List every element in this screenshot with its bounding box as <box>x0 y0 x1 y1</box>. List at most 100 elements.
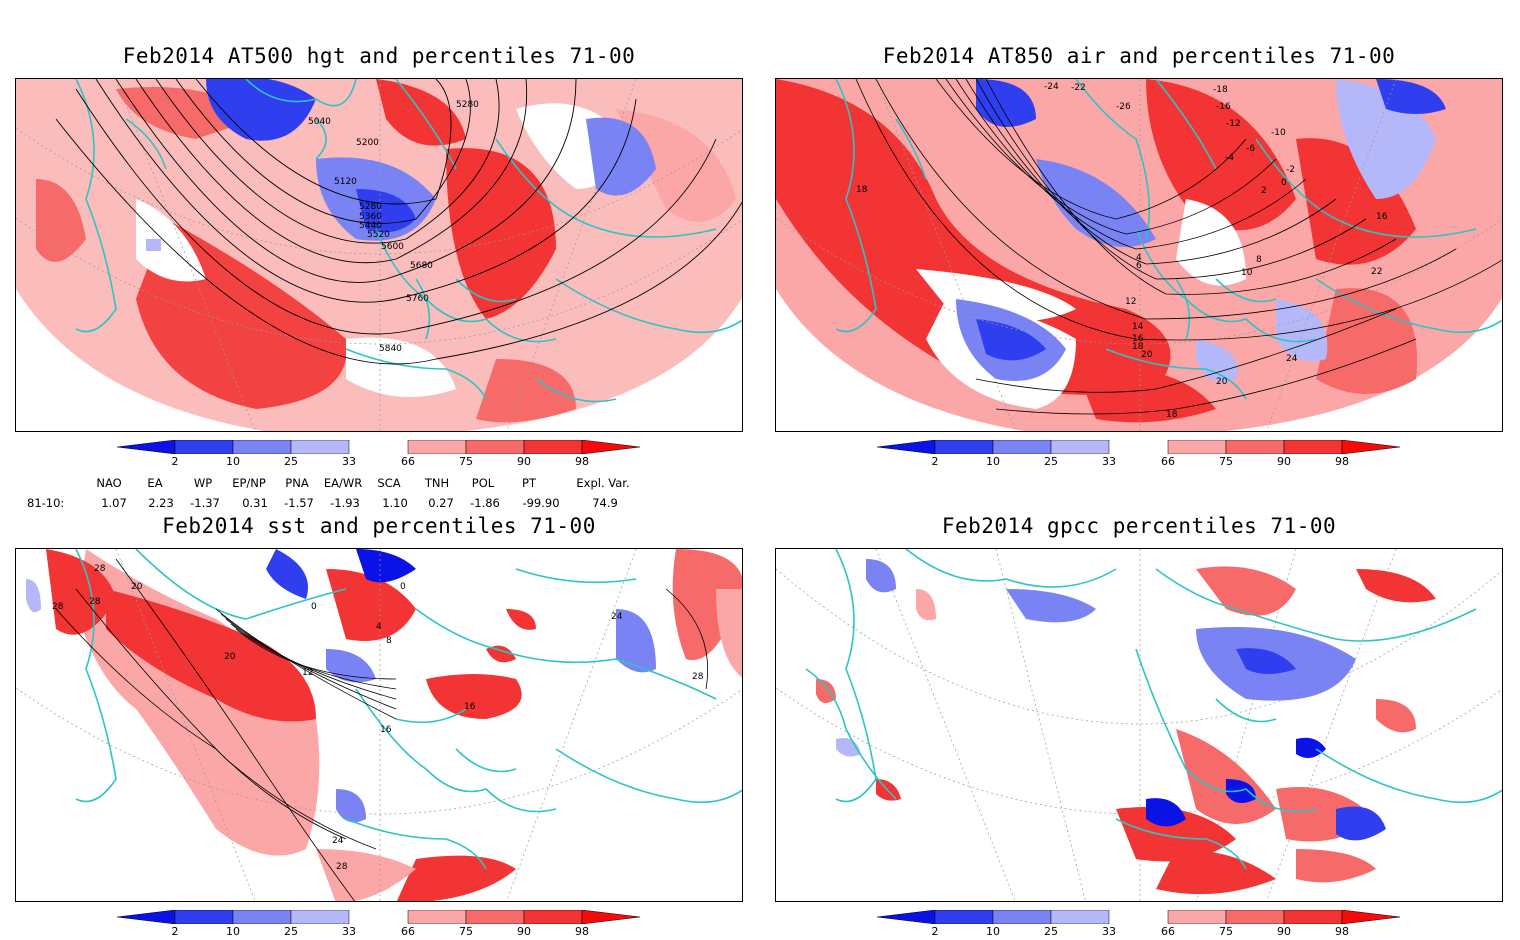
anomaly-blue <box>146 239 161 251</box>
index-name: EA/WR <box>323 476 363 490</box>
contour-label: -6 <box>1246 144 1255 154</box>
anomaly-red <box>1196 566 1296 616</box>
colorbar-tick: 90 <box>517 455 531 468</box>
colorbar-4: 2 10 25 33 66 75 90 98 <box>877 910 1417 940</box>
anomaly-blue <box>326 649 376 683</box>
contour-label: -18 <box>1213 85 1228 95</box>
sst-contours <box>55 558 709 901</box>
contour-label: 5120 <box>334 177 357 187</box>
contour-label: -12 <box>1226 119 1241 129</box>
anomaly-blue <box>1296 737 1326 758</box>
contour-label: 5040 <box>308 117 331 127</box>
index-value: 1.10 <box>382 496 408 510</box>
panel-2-title: Feb2014 AT850 air and percentiles 71-00 <box>882 44 1396 68</box>
contour-label: 5760 <box>406 294 429 304</box>
colorbar-tick: 2 <box>931 455 939 468</box>
colorbar-graphic <box>117 910 641 924</box>
sst-map: 28 28 20 28 0 0 4 8 12 16 16 20 24 24 28… <box>16 549 742 901</box>
colorbar-tick: 2 <box>171 925 179 938</box>
colorbar-tick: 2 <box>171 455 179 468</box>
anomaly-red <box>396 855 516 901</box>
index-name: POL <box>471 476 495 490</box>
colorbar-tick: 25 <box>1044 925 1058 938</box>
anomaly-red <box>1376 699 1416 733</box>
anomaly-red <box>916 589 936 621</box>
index-name: NAO <box>96 476 122 490</box>
contour-label: 24 <box>611 612 623 622</box>
contour-label: 2 <box>1261 186 1267 196</box>
contour-label: 20 <box>1216 377 1228 387</box>
anomaly-white <box>136 199 206 282</box>
map-panel-hgt500: 5040 5200 5280 5120 5280 5360 5440 5520 … <box>15 78 743 432</box>
anomaly-red <box>1296 849 1376 883</box>
anomaly-red <box>426 674 522 719</box>
contour-label: -26 <box>1116 102 1131 112</box>
colorbar-tick: 66 <box>401 925 415 938</box>
index-value: -1.57 <box>284 496 314 510</box>
contour-label: 5840 <box>379 344 402 354</box>
contour-label: 16 <box>1376 212 1388 222</box>
colorbar-graphic <box>877 910 1401 924</box>
colorbar-tick: 98 <box>575 455 589 468</box>
anomaly-red <box>816 679 836 703</box>
contour-label: 5200 <box>356 138 379 148</box>
contour-label: 20 <box>131 582 143 592</box>
anomaly-red <box>616 109 736 222</box>
colorbar-tick: 33 <box>342 925 356 938</box>
map-panel-gpcc <box>775 548 1503 902</box>
colorbar-tick: 75 <box>459 455 473 468</box>
coastlines <box>835 79 1502 400</box>
contour-label: 18 <box>1166 410 1178 420</box>
colorbar-tick: 98 <box>575 925 589 938</box>
colorbar-tick: 33 <box>1102 925 1116 938</box>
contour-label: 12 <box>302 668 313 678</box>
colorbar-tick: 66 <box>1161 925 1175 938</box>
index-name: WP <box>193 476 213 490</box>
anomaly-blue <box>356 549 416 583</box>
anomaly-red <box>36 179 86 262</box>
contour-label: 28 <box>52 602 64 612</box>
contour-label: 24 <box>332 836 344 846</box>
anomaly-red <box>776 79 1171 395</box>
colorbar-tick: 75 <box>459 925 473 938</box>
contour-label: 20 <box>224 652 236 662</box>
anomaly-red <box>476 359 576 423</box>
contour-label: 5280 <box>359 202 382 212</box>
panel-1-title: Feb2014 AT500 hgt and percentiles 71-00 <box>122 44 636 68</box>
anomaly-red <box>326 569 416 641</box>
contour-label: 0 <box>311 602 317 612</box>
panel-3-title: Feb2014 sst and percentiles 71-00 <box>162 514 596 538</box>
anomaly-blue <box>976 79 1036 127</box>
anomaly-blue <box>1376 79 1446 114</box>
hgt500-map: 5040 5200 5280 5120 5280 5360 5440 5520 … <box>16 79 742 431</box>
anomaly-blue <box>1006 589 1096 623</box>
anomaly-blue <box>26 579 41 613</box>
colorbar-3: 2 10 25 33 66 75 90 98 <box>117 910 657 940</box>
anomaly-blue <box>1036 159 1156 247</box>
colorbar-tick: 98 <box>1335 455 1349 468</box>
graticule <box>776 79 1502 431</box>
contour-label: 5680 <box>410 261 433 271</box>
colorbar-tick: 90 <box>517 925 531 938</box>
anomaly-blue <box>866 559 896 593</box>
anomaly-red <box>106 589 316 722</box>
contour-label: 10 <box>1241 268 1253 278</box>
anomaly-red <box>46 549 116 635</box>
contour-label: 20 <box>1141 350 1153 360</box>
contour-label: 22 <box>1371 267 1382 277</box>
contour-label: -24 <box>1044 82 1059 92</box>
precip-anomalies <box>816 559 1436 895</box>
index-value: 0.27 <box>428 496 454 510</box>
contour-label: -16 <box>1216 102 1231 112</box>
contour-label: 5440 <box>359 221 382 231</box>
colorbar-tick: 66 <box>1161 455 1175 468</box>
index-value: -1.93 <box>330 496 360 510</box>
contour-label: 5280 <box>456 100 479 110</box>
index-value: -1.86 <box>470 496 500 510</box>
colorbar-tick: 25 <box>1044 455 1058 468</box>
anomaly-blue <box>1276 299 1328 362</box>
air850-map: -24 -22 -26 -18 -16 -12 -10 -6 -4 -2 0 2… <box>776 79 1502 431</box>
contour-label: 0 <box>400 582 406 592</box>
graticule <box>16 549 742 901</box>
anomaly-blue <box>356 189 416 233</box>
